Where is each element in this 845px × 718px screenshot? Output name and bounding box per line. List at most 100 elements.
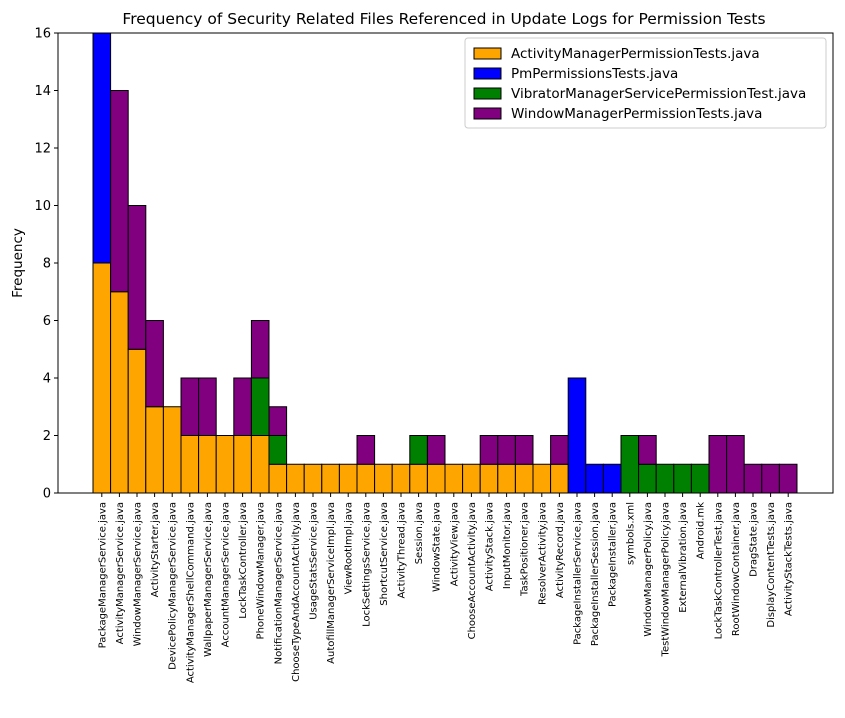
x-tick-label: WindowState.java (432, 502, 443, 592)
x-tick-label: ViewRootImpl.java (344, 502, 355, 594)
bar-segment (690, 463, 710, 494)
bar-segment (162, 406, 182, 494)
bar-segment (532, 463, 552, 494)
bar-segment (127, 205, 147, 350)
x-tick-label: Android.mk (696, 502, 707, 560)
x-tick-label: ActivityRecord.java (555, 502, 566, 598)
bar-segment (233, 435, 252, 494)
bar-segment (497, 435, 516, 465)
x-tick-label: UsageStatsService.java (309, 502, 320, 620)
bar-segment (479, 463, 499, 494)
bar-segment (514, 463, 534, 494)
bar-segment (268, 435, 288, 465)
x-tick-label: AccountManagerService.java (221, 502, 232, 647)
bar-segment (127, 348, 147, 494)
x-tick-label: symbols.xml (625, 502, 636, 565)
bar-segment (198, 435, 217, 494)
y-tick-label: 10 (34, 199, 51, 214)
x-tick-label: ActivityManagerShellCommand.java (185, 502, 196, 683)
bar-segment (462, 463, 481, 494)
x-tick-label: WindowManagerService.java (133, 502, 144, 646)
bar-segment (514, 435, 534, 465)
x-tick-label: ActivityStack.java (485, 502, 496, 591)
bar-segment (479, 435, 499, 465)
bar-segment (743, 463, 763, 494)
bar-segment (303, 463, 323, 494)
bar-segment (567, 377, 587, 494)
bar-segment (761, 463, 780, 494)
legend-label: PmPermissionsTests.java (511, 66, 678, 82)
bar-segment (426, 435, 446, 465)
x-tick-label: TaskPositioner.java (520, 502, 531, 597)
x-tick-label: InputMonitor.java (502, 502, 513, 589)
bar-segment (374, 463, 393, 494)
x-tick-label: ActivityStackTests.java (784, 502, 795, 616)
bar-segment (620, 435, 640, 494)
bar-segment (268, 406, 288, 436)
x-tick-label: DevicePolicyManagerService.java (168, 502, 179, 670)
bar-segment (497, 463, 516, 494)
x-tick-label: PackageManagerService.java (97, 502, 108, 648)
bar-segment (655, 463, 675, 494)
x-tick-label: TestWindowManagerPolicy.java (661, 502, 672, 657)
bar-segment (409, 435, 428, 465)
bar-segment (356, 435, 376, 465)
x-tick-label: ChooseAccountActivity.java (467, 502, 478, 639)
bar-segment (321, 463, 340, 494)
bar-segment (409, 463, 428, 494)
bar-segment (198, 377, 217, 436)
bar-segment (426, 463, 446, 494)
x-tick-label: ExternalVibration.java (678, 502, 689, 613)
x-tick-label: PackageInstallerSession.java (590, 502, 601, 646)
bar-segment (145, 406, 164, 494)
x-tick-label: RootWindowContainer.java (731, 502, 742, 636)
y-tick-label: 2 (43, 429, 51, 444)
bar-segment (268, 463, 288, 494)
x-tick-label: LockSettingsService.java (361, 502, 372, 627)
bar-segment (180, 377, 200, 436)
legend-swatch (473, 47, 502, 60)
chart-title: Frequency of Security Related Files Refe… (122, 10, 765, 28)
x-tick-label: ResolverActivity.java (537, 502, 548, 605)
y-tick-label: 6 (43, 314, 51, 329)
bar-segment (726, 435, 745, 494)
bar-segment (215, 435, 235, 494)
x-axis: PackageManagerService.java ActivityManage… (97, 493, 795, 683)
x-tick-label: DragState.java (749, 502, 760, 577)
bar-segment (180, 435, 200, 494)
x-tick-label: PhoneWindowManager.java (256, 502, 267, 639)
x-tick-label: AutofillManagerServiceImpl.java (326, 502, 337, 664)
bar-segment (638, 463, 657, 494)
x-tick-label: WindowManagerPolicy.java (643, 502, 654, 637)
y-tick-label: 4 (43, 372, 51, 387)
bar-segment (145, 320, 164, 408)
bar-segment (638, 435, 657, 465)
bar-segment (110, 90, 129, 293)
bar-segment (250, 320, 270, 379)
bar-segment (778, 463, 798, 494)
bar-segment (356, 463, 376, 494)
x-tick-label: PackageInstallerService.java (573, 502, 584, 645)
x-tick-label: ActivityManagerService.java (115, 502, 126, 644)
legend-swatch (473, 107, 502, 120)
bar-segment (92, 32, 112, 264)
y-tick-label: 14 (34, 84, 51, 99)
x-tick-label: ActivityStarter.java (150, 502, 161, 597)
legend-swatch (473, 67, 502, 80)
x-tick-label: LockTaskController.java (238, 502, 249, 619)
y-axis: 0 2 4 6 8 10 12 14 16 (34, 27, 58, 502)
x-tick-label: PackageInstaller.java (608, 502, 619, 607)
x-tick-label: ActivityView.java (449, 502, 460, 586)
y-axis-label: Frequency (10, 228, 26, 298)
bar-segment (550, 435, 569, 465)
x-tick-label: ActivityThread.java (397, 502, 408, 599)
x-tick-label: LockTaskControllerTest.java (713, 502, 724, 639)
bar-segment (250, 377, 270, 436)
bar-segment (708, 435, 728, 494)
y-tick-label: 16 (34, 27, 51, 42)
legend-box (464, 37, 827, 129)
x-tick-label: NotificationManagerService.java (273, 502, 284, 664)
legend-swatch (473, 87, 502, 100)
legend: ActivityManagerPermissionTests.java PmPer… (464, 37, 827, 129)
